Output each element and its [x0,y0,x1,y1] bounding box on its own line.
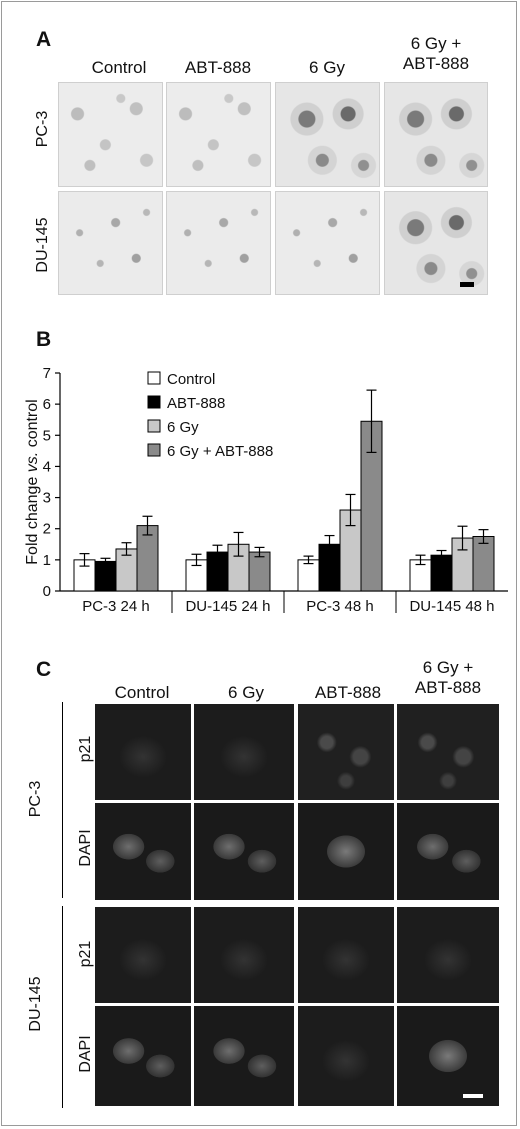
panel-c-col-control: Control [114,683,170,702]
category-label: PC-3 48 h [306,598,374,615]
category-label: DU-145 24 h [185,598,270,615]
category-label: PC-3 24 h [82,598,150,615]
fluor-du145-p21-abt888 [298,907,394,1003]
panel-a-letter: A [36,28,52,51]
fluor-pc3-dapi-6gy-abt888 [397,803,499,900]
fluor-pc3-p21-6gy [194,704,294,800]
y-tick-label: 4 [43,458,51,475]
panel-c-col-6gy-abt888: 6 Gy + ABT-888 [414,658,482,697]
fluor-du145-dapi-6gy-abt888 [397,1006,499,1106]
y-tick-label: 2 [43,521,51,538]
micrograph-du145-6gy [275,191,380,295]
panel-a-scale-bar [460,282,474,287]
stain-label-pc3-p21: p21 [77,735,94,763]
legend-swatch [147,419,161,433]
panel-c-letter: C [36,658,52,681]
panel-a-row-pc3: PC-3 [34,110,51,148]
y-axis-label: Fold change vs. control [24,399,41,564]
panel-c-col-6gy: 6 Gy [228,683,264,702]
fluor-du145-p21-6gy [194,907,294,1003]
bar [94,560,117,592]
fluor-du145-p21-control [95,907,191,1003]
y-tick-label: 6 [43,396,51,413]
panel-c-scale-bar [463,1094,483,1098]
micrograph-du145-abt888 [166,191,271,295]
fluor-pc3-p21-abt888 [298,704,394,800]
panel-a-col-6gy-abt888: 6 Gy + ABT-888 [402,34,470,73]
fluor-du145-p21-6gy-abt888 [397,907,499,1003]
fluor-pc3-p21-6gy-abt888 [397,704,499,800]
micrograph-pc3-6gy-abt888 [384,82,488,187]
panel-a-col-control: Control [91,58,147,77]
bar [297,559,320,592]
fluor-pc3-dapi-6gy [194,803,294,900]
panel-a-row-du145: DU-145 [34,217,51,273]
micrograph-du145-6gy-abt888 [384,191,488,295]
bar [472,536,495,592]
pc3-bracket-line [62,702,63,898]
panel-c-row-du145: DU-145 [27,976,44,1032]
category-label: DU-145 48 h [409,598,494,615]
fluor-du145-dapi-6gy [194,1006,294,1106]
panel-c-row-pc3: PC-3 [27,780,44,818]
panel-c-col-abt888: ABT-888 [314,683,382,702]
du145-bracket-line [62,906,63,1108]
micrograph-du145-control [58,191,163,295]
fluor-pc3-dapi-control [95,803,191,900]
stain-label-du145-p21: p21 [77,940,94,968]
legend-label: 6 Gy [167,419,199,436]
bar [430,554,453,592]
fluor-du145-dapi-abt888 [298,1006,394,1106]
stain-label-pc3-dapi: DAPI [77,829,94,867]
legend-label: 6 Gy + ABT-888 [167,443,273,460]
y-tick-label: 5 [43,427,51,444]
panel-b-letter: B [36,328,52,351]
y-tick-label: 0 [43,583,51,600]
stain-label-du145-dapi: DAPI [77,1035,94,1073]
bar [248,551,271,592]
legend-swatch [147,371,161,385]
fluor-du145-dapi-control [95,1006,191,1106]
panel-a-col-abt888: ABT-888 [184,58,252,77]
panel-a-col-6gy: 6 Gy [309,58,345,77]
micrograph-pc3-control [58,82,163,187]
legend-label: ABT-888 [167,395,225,412]
y-tick-label: 7 [43,365,51,382]
micrograph-pc3-6gy [275,82,380,187]
micrograph-pc3-abt888 [166,82,271,187]
fluor-pc3-p21-control [95,704,191,800]
fluor-pc3-dapi-abt888 [298,803,394,900]
y-tick-label: 3 [43,490,51,507]
legend-label: Control [167,371,215,388]
y-tick-label: 1 [43,552,51,569]
legend-swatch [147,395,161,409]
legend-swatch [147,443,161,457]
